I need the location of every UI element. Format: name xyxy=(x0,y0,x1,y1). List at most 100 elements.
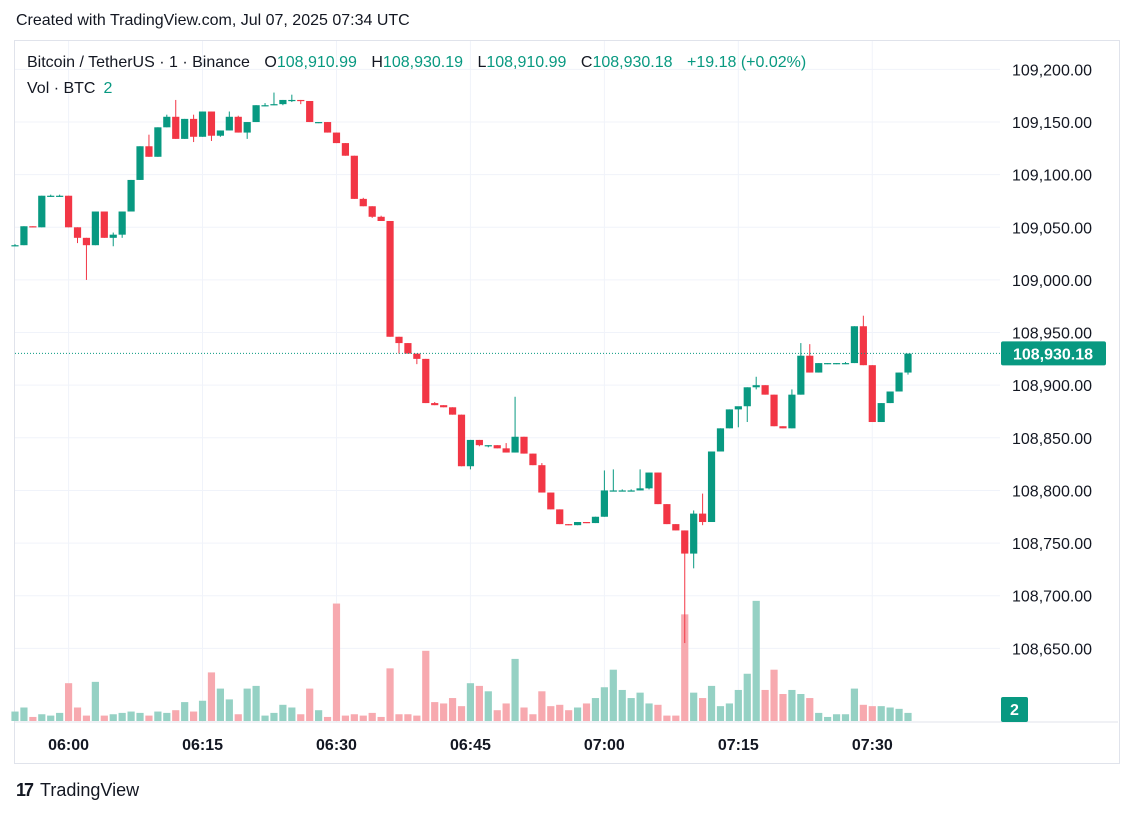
candle-body xyxy=(832,363,841,365)
candle-body xyxy=(520,436,528,454)
volume-bar xyxy=(100,715,108,721)
candle-body xyxy=(734,406,742,410)
volume-bar xyxy=(841,714,850,721)
x-tick-label: 07:30 xyxy=(852,737,893,754)
candle-body xyxy=(788,394,796,429)
high-label: H xyxy=(371,54,383,71)
volume-bar xyxy=(904,712,912,721)
volume-legend[interactable]: Vol · BTC 2 xyxy=(27,80,112,98)
volume-bar xyxy=(297,714,305,721)
volume-bar xyxy=(815,712,823,721)
volume-bar xyxy=(181,702,189,721)
candle-body xyxy=(47,195,55,197)
volume-bar xyxy=(529,714,537,721)
volume-bar xyxy=(332,603,341,721)
volume-bar xyxy=(252,685,260,721)
candle-body xyxy=(29,226,37,228)
candle-body xyxy=(306,100,314,123)
candle-body xyxy=(699,513,707,523)
volume-bar xyxy=(466,683,475,721)
volume-bar xyxy=(261,715,269,721)
volume-bar xyxy=(127,711,135,721)
y-tick-label: 108,800.00 xyxy=(1012,483,1092,500)
candle-body xyxy=(82,237,91,246)
candle-body xyxy=(359,198,367,207)
candle-body xyxy=(868,365,876,423)
y-tick-label: 108,950.00 xyxy=(1012,326,1092,343)
candle-body xyxy=(779,426,787,429)
candle-body xyxy=(654,472,662,505)
candle-body xyxy=(118,211,126,235)
candle-body xyxy=(395,336,403,344)
candle-body xyxy=(448,407,457,415)
candle-body xyxy=(529,453,537,466)
volume-bar xyxy=(725,703,733,721)
candle-body xyxy=(56,195,64,197)
y-tick-label: 109,100.00 xyxy=(1012,168,1092,185)
candle-body xyxy=(279,99,287,105)
volume-bar xyxy=(618,689,626,721)
volume-bar xyxy=(216,688,224,721)
volume-bar xyxy=(368,712,376,721)
volume-bar xyxy=(56,712,64,721)
candle-body xyxy=(904,353,912,373)
volume-bar xyxy=(859,704,867,721)
volume-bar xyxy=(448,698,457,721)
volume-bar xyxy=(279,704,287,721)
volume-bar xyxy=(681,614,689,721)
candle-body xyxy=(573,522,582,526)
volume-bar xyxy=(591,698,600,721)
close-label: C xyxy=(580,54,593,71)
candle-body xyxy=(181,118,189,139)
low-label: L xyxy=(477,54,487,71)
volume-bar xyxy=(788,689,796,721)
candle-body xyxy=(190,118,198,137)
last-price-label: 108,930.18 xyxy=(1013,346,1093,363)
x-tick-label: 06:45 xyxy=(450,737,491,754)
candle-body xyxy=(707,451,716,523)
volume-bar xyxy=(654,704,662,721)
volume-bar xyxy=(136,712,144,721)
candle-body xyxy=(145,146,153,157)
candle-body xyxy=(565,524,573,526)
volume-bar xyxy=(341,715,350,721)
candle-body xyxy=(136,146,144,180)
candle-body xyxy=(600,490,608,517)
candle-body xyxy=(297,99,305,102)
volume-bar xyxy=(288,707,296,721)
x-tick-label: 07:15 xyxy=(718,737,759,754)
volume-bar xyxy=(225,699,233,721)
volume-badge-label: 2 xyxy=(1010,702,1019,719)
low-value: 108,910.99 xyxy=(486,54,567,71)
volume-bar xyxy=(511,658,519,721)
candle-body xyxy=(538,465,546,493)
symbol-legend[interactable]: Bitcoin / TetherUS · 1 · Binance O108,91… xyxy=(27,54,806,72)
candle-body xyxy=(618,490,626,492)
candle-body xyxy=(743,387,751,407)
x-tick-label: 06:00 xyxy=(48,737,89,754)
footer-brand[interactable]: 17 TradingView xyxy=(16,780,139,801)
volume-bar xyxy=(163,712,171,721)
last-price-badge xyxy=(1001,341,1106,366)
candle-body xyxy=(377,216,385,221)
volume-bar xyxy=(190,711,198,721)
volume-bar xyxy=(118,712,126,721)
volume-bar xyxy=(850,688,859,721)
candle-body xyxy=(466,439,475,467)
volume-bar xyxy=(457,706,466,721)
candle-body xyxy=(493,445,501,449)
volume-bar xyxy=(413,715,421,721)
y-tick-label: 108,700.00 xyxy=(1012,589,1092,606)
volume-badge xyxy=(1001,697,1028,722)
candle-body xyxy=(850,326,859,364)
volume-bar xyxy=(11,711,19,721)
open-value: 108,910.99 xyxy=(276,54,357,71)
candle-body xyxy=(198,111,207,137)
volume-bar xyxy=(306,688,314,721)
change-value: +19.18 (+0.02%) xyxy=(686,54,807,71)
y-tick-label: 109,200.00 xyxy=(1012,62,1092,79)
volume-bar xyxy=(672,715,680,721)
volume-bar xyxy=(91,681,99,721)
candle-body xyxy=(64,195,73,228)
